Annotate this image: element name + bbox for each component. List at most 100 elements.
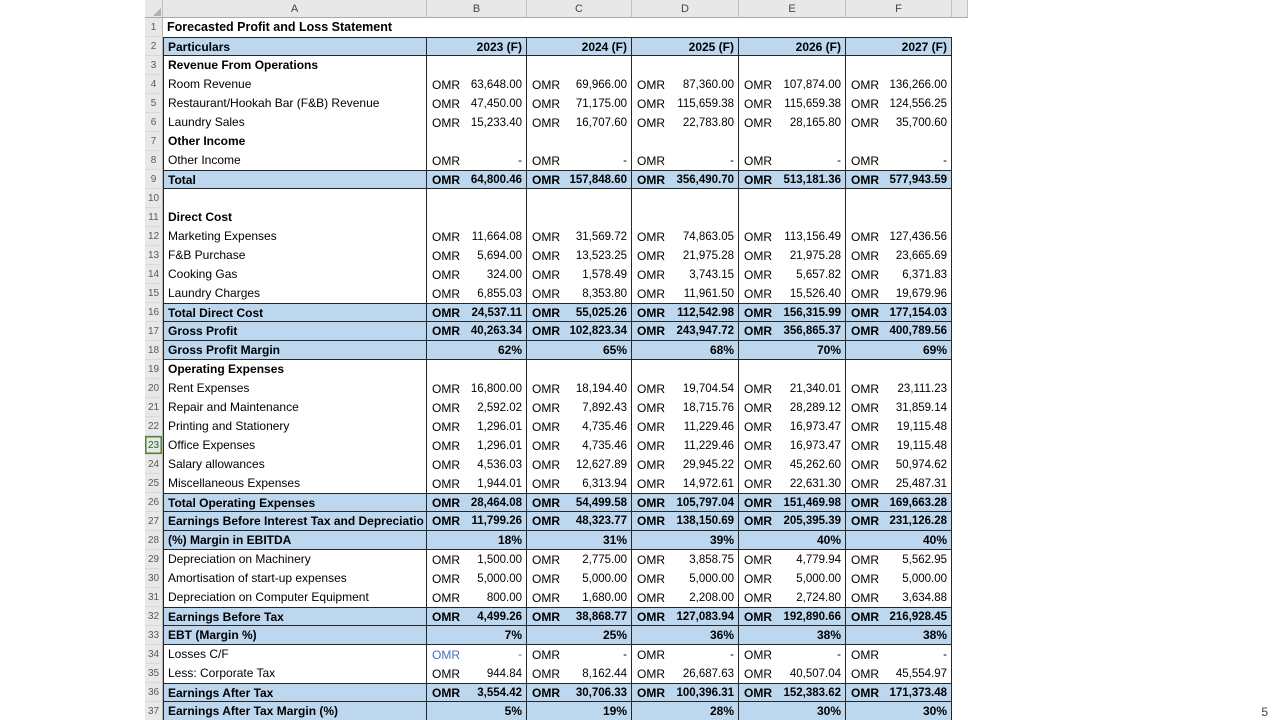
cell-F7[interactable] <box>846 132 952 151</box>
cell-C16[interactable]: OMR 55,025.26 <box>527 303 632 322</box>
cell-B16[interactable]: OMR 24,537.11 <box>427 303 527 322</box>
cell-D16[interactable]: OMR 112,542.98 <box>632 303 739 322</box>
cell-E31[interactable]: OMR 2,724.80 <box>739 588 846 607</box>
cell-A30[interactable]: Amortisation of start-up expenses <box>163 569 427 588</box>
cell-A2[interactable]: Particulars <box>163 37 427 56</box>
cell-C24[interactable]: OMR 12,627.89 <box>527 455 632 474</box>
cell-B22[interactable]: OMR 1,296.01 <box>427 417 527 436</box>
cell-D20[interactable]: OMR 19,704.54 <box>632 379 739 398</box>
cell-F2[interactable]: 2027 (F) <box>846 37 952 56</box>
cell-D25[interactable]: OMR 14,972.61 <box>632 474 739 493</box>
cell-E30[interactable]: OMR 5,000.00 <box>739 569 846 588</box>
cell-B18[interactable]: 62% <box>427 341 527 360</box>
cell-D7[interactable] <box>632 132 739 151</box>
cell-F32[interactable]: OMR 216,928.45 <box>846 607 952 626</box>
cell-E25[interactable]: OMR 22,631.30 <box>739 474 846 493</box>
cell-B19[interactable] <box>427 360 527 379</box>
cell-A31[interactable]: Depreciation on Computer Equipment <box>163 588 427 607</box>
row-header-25[interactable]: 25 <box>145 474 163 493</box>
cell-D18[interactable]: 68% <box>632 341 739 360</box>
cell-C23[interactable]: OMR 4,735.46 <box>527 436 632 455</box>
cell-C14[interactable]: OMR 1,578.49 <box>527 265 632 284</box>
cell-D37[interactable]: 28% <box>632 702 739 720</box>
cell-D19[interactable] <box>632 360 739 379</box>
cell-C15[interactable]: OMR 8,353.80 <box>527 284 632 303</box>
cell-F24[interactable]: OMR 50,974.62 <box>846 455 952 474</box>
cell-C21[interactable]: OMR 7,892.43 <box>527 398 632 417</box>
cell-C10[interactable] <box>527 189 632 208</box>
cell-E23[interactable]: OMR 16,973.47 <box>739 436 846 455</box>
cell-A8[interactable]: Other Income <box>163 151 427 170</box>
cell-E20[interactable]: OMR 21,340.01 <box>739 379 846 398</box>
cell-A37[interactable]: Earnings After Tax Margin (%) <box>163 702 427 720</box>
cell-C36[interactable]: OMR 30,706.33 <box>527 683 632 702</box>
cell-F21[interactable]: OMR 31,859.14 <box>846 398 952 417</box>
cell-F6[interactable]: OMR 35,700.60 <box>846 113 952 132</box>
cell-F36[interactable]: OMR 171,373.48 <box>846 683 952 702</box>
cell-C31[interactable]: OMR 1,680.00 <box>527 588 632 607</box>
cell-D26[interactable]: OMR 105,797.04 <box>632 493 739 512</box>
cell-F33[interactable]: 38% <box>846 626 952 645</box>
cell-D36[interactable]: OMR 100,396.31 <box>632 683 739 702</box>
cell-B20[interactable]: OMR 16,800.00 <box>427 379 527 398</box>
row-header-16[interactable]: 16 <box>145 303 163 322</box>
cell-A15[interactable]: Laundry Charges <box>163 284 427 303</box>
cell-A12[interactable]: Marketing Expenses <box>163 227 427 246</box>
cell-D27[interactable]: OMR 138,150.69 <box>632 512 739 531</box>
row-header-21[interactable]: 21 <box>145 398 163 417</box>
cell-F5[interactable]: OMR 124,556.25 <box>846 94 952 113</box>
cell-A3[interactable]: Revenue From Operations <box>163 56 427 75</box>
cell-B14[interactable]: OMR 324.00 <box>427 265 527 284</box>
cell-B8[interactable]: OMR - <box>427 151 527 170</box>
row-header-3[interactable]: 3 <box>145 56 163 75</box>
cell-E37[interactable]: 30% <box>739 702 846 720</box>
cell-F12[interactable]: OMR 127,436.56 <box>846 227 952 246</box>
cell-F18[interactable]: 69% <box>846 341 952 360</box>
cell-E36[interactable]: OMR 152,383.62 <box>739 683 846 702</box>
cell-D12[interactable]: OMR 74,863.05 <box>632 227 739 246</box>
cell-E24[interactable]: OMR 45,262.60 <box>739 455 846 474</box>
cell-B31[interactable]: OMR 800.00 <box>427 588 527 607</box>
cell-B24[interactable]: OMR 4,536.03 <box>427 455 527 474</box>
row-header-22[interactable]: 22 <box>145 417 163 436</box>
cell-E33[interactable]: 38% <box>739 626 846 645</box>
row-header-9[interactable]: 9 <box>145 170 163 189</box>
cell-F26[interactable]: OMR 169,663.28 <box>846 493 952 512</box>
cell-D17[interactable]: OMR 243,947.72 <box>632 322 739 341</box>
cell-E3[interactable] <box>739 56 846 75</box>
cell-B12[interactable]: OMR 11,664.08 <box>427 227 527 246</box>
cell-A32[interactable]: Earnings Before Tax <box>163 607 427 626</box>
row-header-5[interactable]: 5 <box>145 94 163 113</box>
cell-B26[interactable]: OMR 28,464.08 <box>427 493 527 512</box>
cell-B37[interactable]: 5% <box>427 702 527 720</box>
cell-B9[interactable]: OMR 64,800.46 <box>427 170 527 189</box>
cell-B3[interactable] <box>427 56 527 75</box>
cell-F13[interactable]: OMR 23,665.69 <box>846 246 952 265</box>
cell-A19[interactable]: Operating Expenses <box>163 360 427 379</box>
row-header-13[interactable]: 13 <box>145 246 163 265</box>
cell-A36[interactable]: Earnings After Tax <box>163 683 427 702</box>
cell-C17[interactable]: OMR 102,823.34 <box>527 322 632 341</box>
cell-A34[interactable]: Losses C/F <box>163 645 427 664</box>
cell-C34[interactable]: OMR - <box>527 645 632 664</box>
cell-F27[interactable]: OMR 231,126.28 <box>846 512 952 531</box>
cell-B4[interactable]: OMR 63,648.00 <box>427 75 527 94</box>
cell-E19[interactable] <box>739 360 846 379</box>
cell-B28[interactable]: 18% <box>427 531 527 550</box>
row-header-30[interactable]: 30 <box>145 569 163 588</box>
cell-A13[interactable]: F&B Purchase <box>163 246 427 265</box>
cell-D24[interactable]: OMR 29,945.22 <box>632 455 739 474</box>
cell-A28[interactable]: (%) Margin in EBITDA <box>163 531 427 550</box>
cell-E13[interactable]: OMR 21,975.28 <box>739 246 846 265</box>
cell-A7[interactable]: Other Income <box>163 132 427 151</box>
cell-C29[interactable]: OMR 2,775.00 <box>527 550 632 569</box>
cell-D33[interactable]: 36% <box>632 626 739 645</box>
cell-F11[interactable] <box>846 208 952 227</box>
column-header-B[interactable]: B <box>427 0 527 18</box>
cell-E4[interactable]: OMR 107,874.00 <box>739 75 846 94</box>
row-header-37[interactable]: 37 <box>145 702 163 720</box>
cell-D32[interactable]: OMR 127,083.94 <box>632 607 739 626</box>
cell-B33[interactable]: 7% <box>427 626 527 645</box>
row-header-27[interactable]: 27 <box>145 512 163 531</box>
row-header-14[interactable]: 14 <box>145 265 163 284</box>
